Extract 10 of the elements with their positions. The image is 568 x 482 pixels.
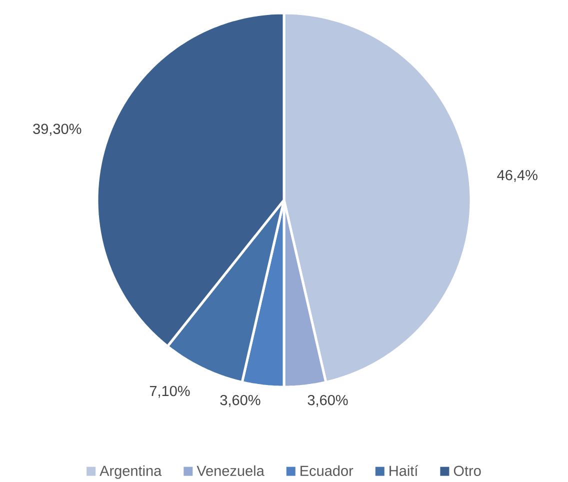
legend-label: Otro <box>454 466 481 476</box>
legend-label: Argentina <box>100 465 162 479</box>
legend-label: Ecuador <box>300 465 354 476</box>
data-label: 46,4% <box>497 170 538 182</box>
legend-label: Venezuela <box>196 465 264 476</box>
legend-label: Haití <box>390 465 418 476</box>
data-label: 39,30% <box>33 124 82 136</box>
data-label: 3,60% <box>220 394 260 407</box>
data-label: 7,10% <box>150 386 190 398</box>
data-label: 3,60% <box>308 394 348 407</box>
